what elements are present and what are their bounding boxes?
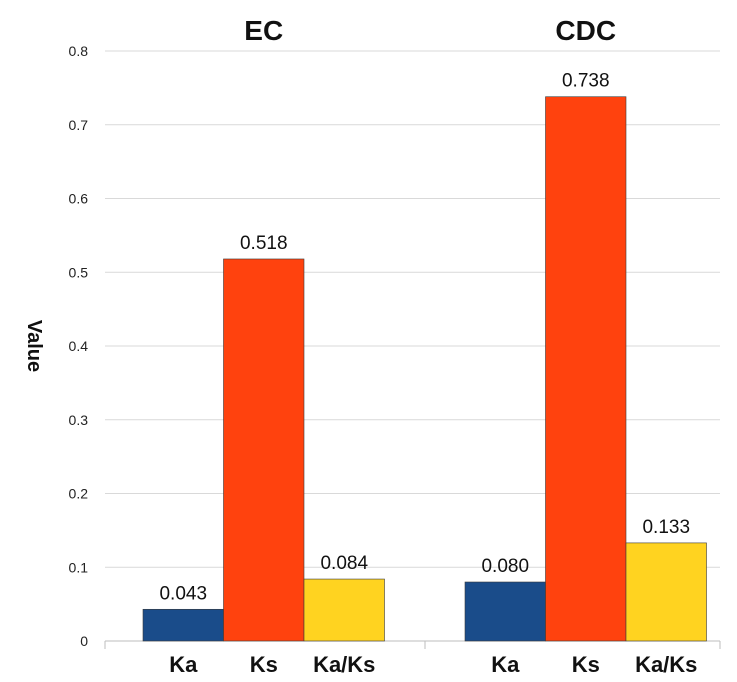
y-tick-label: 0.5	[69, 264, 89, 280]
labels: 0 0.1 0.2 0.3 0.4 0.5 0.6 0.7 0.8 EC 0.043 Ka 0.518 K…	[69, 15, 698, 677]
bar	[545, 96, 627, 642]
category-label: Ka/Ks	[313, 652, 375, 677]
bar	[464, 581, 546, 642]
data-label: 0.043	[159, 583, 207, 604]
y-tick-label: 0.7	[69, 117, 89, 133]
category-label: Ks	[250, 652, 278, 677]
category-label: Ka	[491, 652, 520, 677]
data-label: 0.133	[642, 517, 690, 538]
category-label: Ka/Ks	[635, 652, 697, 677]
group-title: EC	[244, 15, 283, 46]
bars	[142, 96, 707, 642]
data-label: 0.080	[481, 556, 529, 577]
y-tick-label: 0.3	[69, 412, 89, 428]
data-label: 0.738	[562, 71, 610, 92]
data-label: 0.518	[240, 233, 288, 254]
y-tick-label: 0.6	[69, 191, 89, 207]
y-tick-label: 0.2	[69, 486, 89, 502]
bar	[142, 608, 224, 642]
y-tick-label: 0.1	[69, 559, 89, 575]
y-tick-label: 0	[80, 633, 88, 649]
y-axis-title: Value	[23, 320, 45, 372]
bar	[223, 258, 305, 642]
group-title: CDC	[555, 15, 616, 46]
category-label: Ka	[169, 652, 198, 677]
category-label: Ks	[572, 652, 600, 677]
bar	[625, 542, 707, 642]
bar	[303, 578, 385, 642]
data-label: 0.084	[320, 553, 368, 574]
y-tick-label: 0.4	[69, 338, 89, 354]
gridlines	[104, 50, 721, 649]
y-tick-label: 0.8	[69, 43, 89, 59]
